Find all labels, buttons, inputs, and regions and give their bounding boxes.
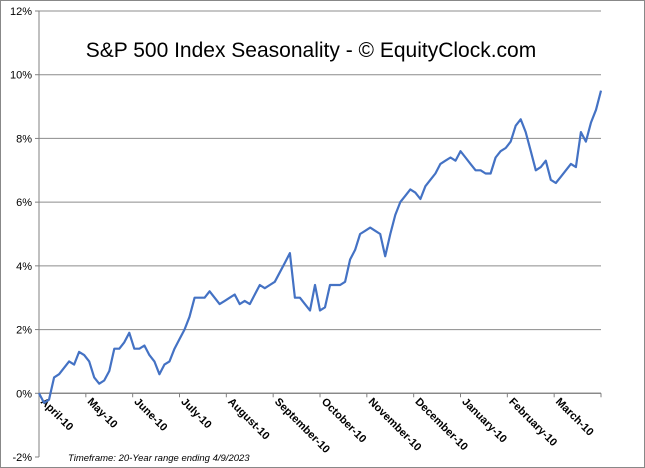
timeframe-note: Timeframe: 20-Year range ending 4/9/2023 [68,453,250,464]
x-tick-label: October-10 [319,396,369,446]
y-tick-label: 6% [16,197,32,209]
x-tick-label: June-10 [132,396,170,434]
y-tick-label: 0% [16,388,32,400]
x-tick-label: May-10 [85,396,120,431]
y-tick-label: 4% [16,261,32,273]
x-tick-label: August-10 [225,396,272,443]
gridlines [39,10,601,394]
x-tick-label: July-10 [178,396,213,431]
y-tick-label: 2% [16,325,32,337]
x-axis: April-10 May-10 June-10 July-10 August-10 Sep… [38,392,602,456]
x-tick-label: March-10 [553,396,596,439]
y-axis: -2% 0% 2% 4% 6% 8% 10% 12% [10,6,40,464]
x-tick-label: February-10 [506,396,559,449]
x-tick-label: January-10 [459,396,509,446]
chart-title: S&P 500 Index Seasonality - © EquityCloc… [86,39,536,62]
y-tick-label: 8% [16,133,32,145]
y-tick-label: 12% [10,6,32,18]
y-tick-label: 10% [10,70,32,82]
y-tick-label: -2% [12,452,32,464]
series-line [38,90,603,404]
